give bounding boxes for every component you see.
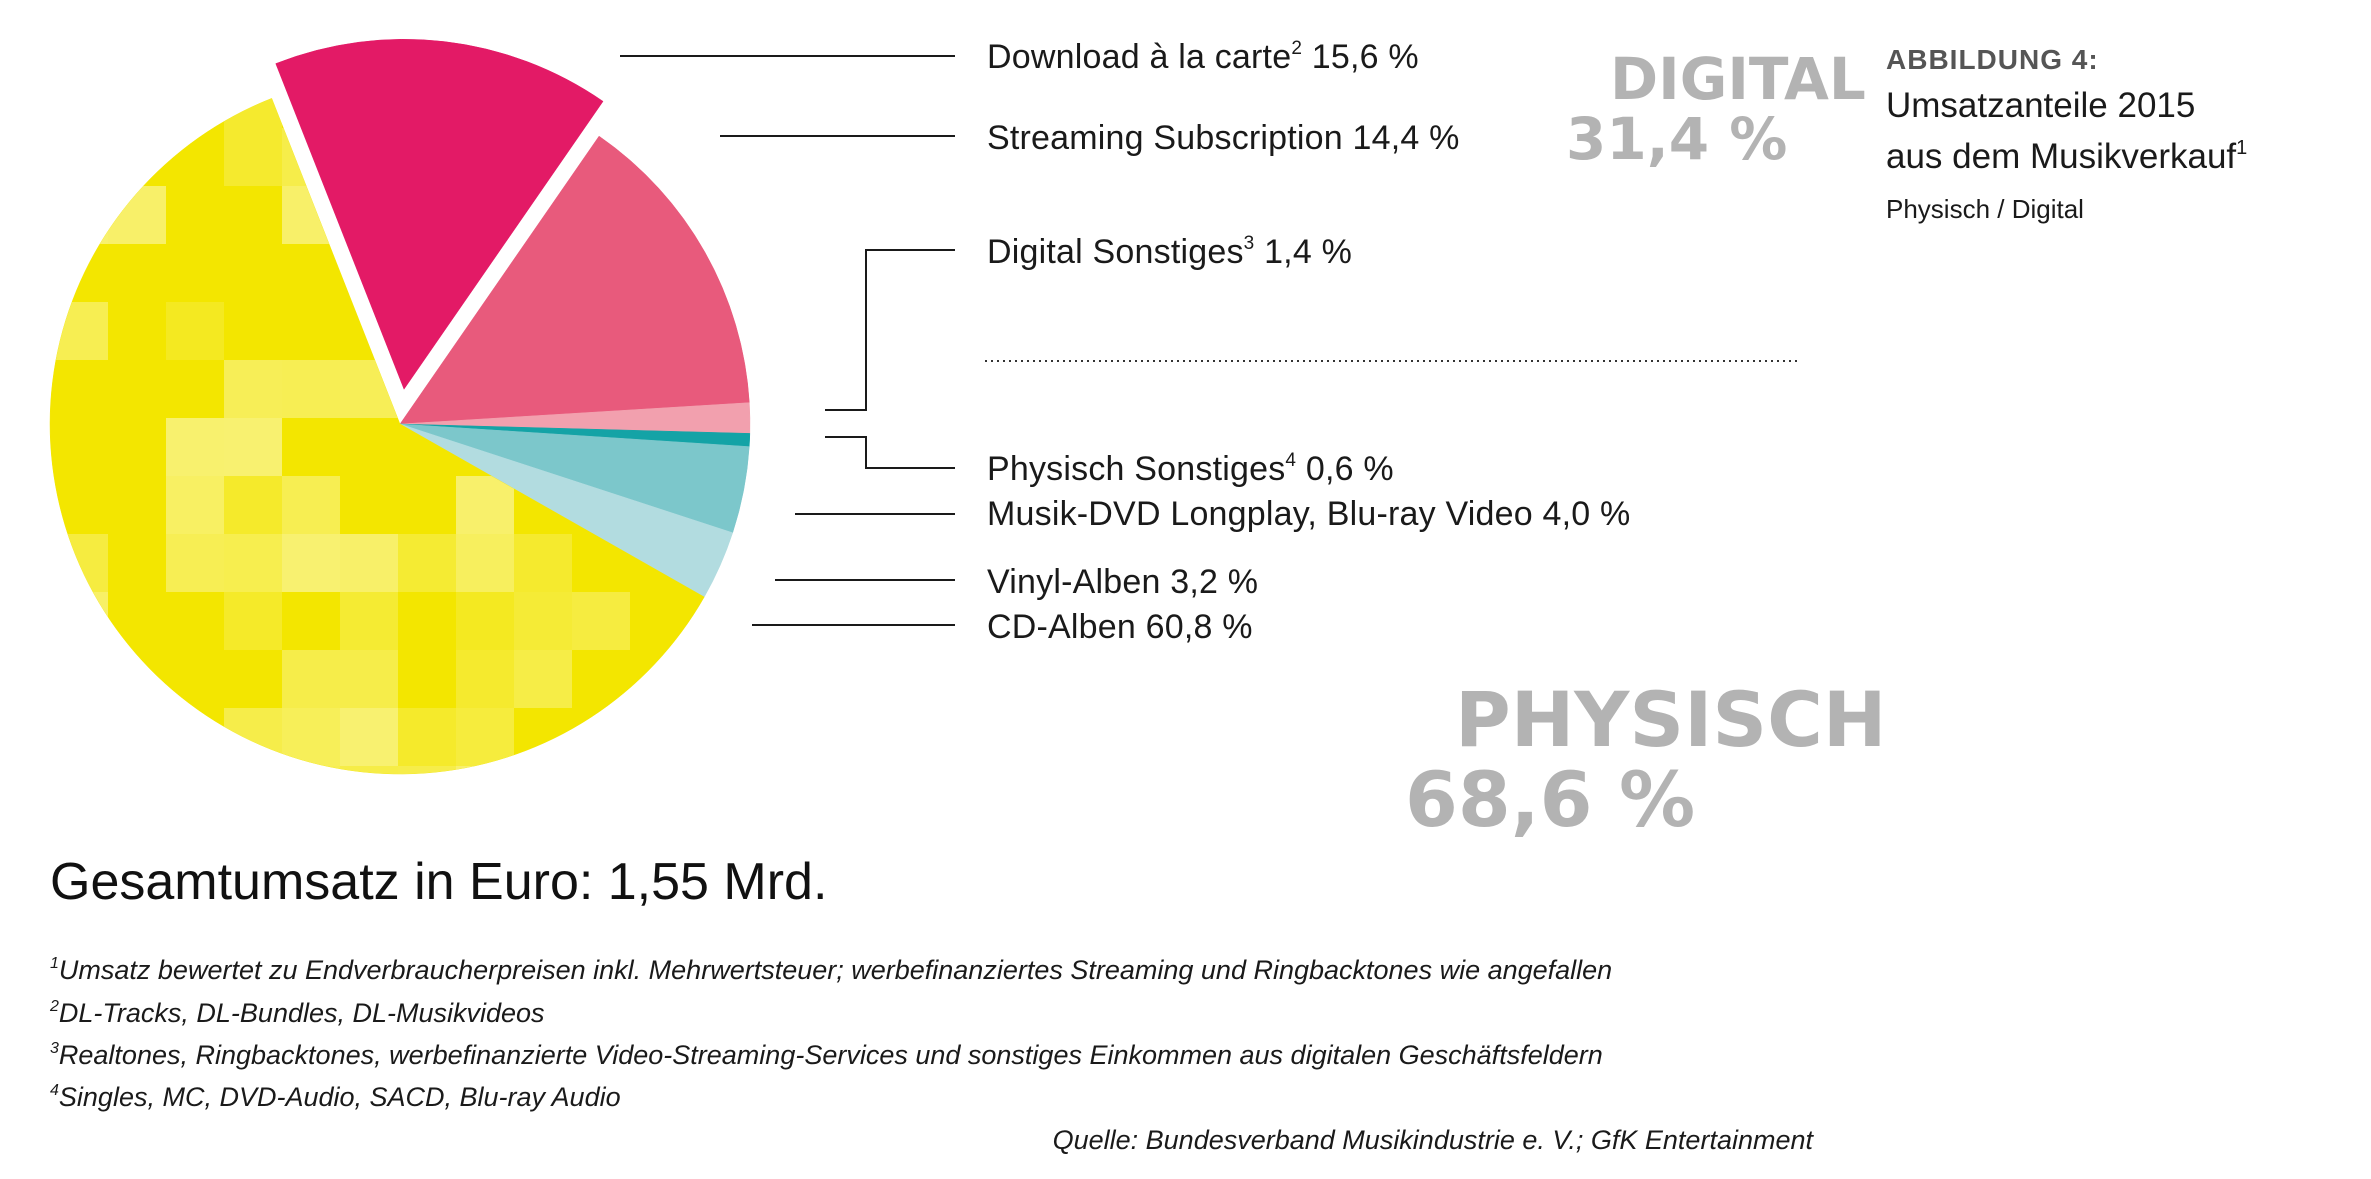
footnote-text: DL-Tracks, DL-Bundles, DL-Musikvideos (58, 998, 545, 1028)
slice-label-value: 4,0 % (1532, 495, 1631, 533)
slice-label-value: 60,8 % (1136, 608, 1253, 646)
figure-title-line2-text: aus dem Musikverkauf (1886, 137, 2237, 176)
physical-group-name: PHYSISCH (1455, 675, 1887, 764)
slice-label-value: 14,4 % (1342, 119, 1460, 157)
footnote-number: 3 (50, 1040, 59, 1057)
slice-label-musik-dvd-longplay-blu-ray-video: Musik-DVD Longplay, Blu-ray Video 4,0 % (987, 497, 1630, 531)
slice-label-text: Download à la carte (987, 38, 1292, 76)
leader-physisch-sonstiges (825, 436, 955, 469)
footnote-text: Umsatz bewertet zu Endverbraucherpreisen… (58, 955, 1613, 985)
footnote-number: 4 (50, 1082, 59, 1099)
footnote-text: Realtones, Ringbacktones, werbefinanzier… (58, 1040, 1603, 1070)
footnote-4: 4Singles, MC, DVD-Audio, SACD, Blu-ray A… (50, 1082, 621, 1113)
figure-title: Umsatzanteile 2015 aus dem Musikverkauf1 (1886, 80, 2247, 182)
slice-label-streaming-subscription: Streaming Subscription 14,4 % (987, 121, 1460, 155)
slice-label-text: Digital Sonstiges (987, 233, 1244, 271)
figure-kicker: ABBILDUNG 4: (1886, 44, 2099, 75)
slice-label-value: 1,4 % (1254, 233, 1353, 271)
pie-slice-download-la-carte (275, 38, 604, 390)
slice-label-text: Streaming Subscription (987, 119, 1343, 157)
slice-label-footnote-ref: 3 (1243, 233, 1255, 254)
slice-label-footnote-ref: 4 (1285, 450, 1297, 471)
slice-label-vinyl-alben: Vinyl-Alben 3,2 % (987, 565, 1258, 599)
slice-label-text: Physisch Sonstiges (987, 450, 1286, 488)
footnote-2: 2DL-Tracks, DL-Bundles, DL-Musikvideos (50, 998, 545, 1029)
slice-label-text: Vinyl-Alben (987, 563, 1161, 601)
slice-label-text: Musik-DVD Longplay, Blu-ray Video (987, 495, 1533, 533)
digital-group-name: DIGITAL (1610, 45, 1866, 113)
slice-label-value: 0,6 % (1296, 450, 1394, 488)
figure-title-sup: 1 (2236, 137, 2248, 159)
pie-slice-streaming-subscription (399, 135, 750, 425)
slice-label-cd-alben: CD-Alben 60,8 % (987, 610, 1253, 644)
slice-label-value: 3,2 % (1160, 563, 1259, 601)
leader-digital-sonstiges (825, 249, 955, 411)
slice-label-digital-sonstiges: Digital Sonstiges3 1,4 % (987, 233, 1353, 271)
slice-label-physisch-sonstiges: Physisch Sonstiges4 0,6 % (987, 450, 1394, 488)
footnote-1: 1Umsatz bewertet zu Endverbraucherpreise… (50, 955, 1612, 986)
slice-label-text: CD-Alben (987, 608, 1136, 646)
source-note: Quelle: Bundesverband Musikindustrie e. … (1052, 1125, 1813, 1155)
pie-slice-cd-alben (49, 98, 705, 775)
slice-label-download-la-carte: Download à la carte2 15,6 % (987, 38, 1419, 76)
figure-subtitle: Physisch / Digital (1886, 194, 2084, 224)
physical-group-value: 68,6 % (1405, 755, 1696, 844)
total-revenue: Gesamtumsatz in Euro: 1,55 Mrd. (50, 853, 828, 911)
digital-group-value: 31,4 % (1566, 105, 1788, 173)
footnote-3: 3Realtones, Ringbacktones, werbefinanzie… (50, 1040, 1603, 1071)
footnote-number: 1 (50, 955, 59, 972)
figure-title-line1: Umsatzanteile 2015 (1886, 86, 2196, 125)
footnote-number: 2 (50, 998, 59, 1015)
slice-label-footnote-ref: 2 (1291, 38, 1303, 59)
slice-label-value: 15,6 % (1302, 38, 1419, 76)
figure-title-line2: aus dem Musikverkauf1 (1886, 131, 2247, 182)
footnote-text: Singles, MC, DVD-Audio, SACD, Blu-ray Au… (58, 1082, 621, 1112)
